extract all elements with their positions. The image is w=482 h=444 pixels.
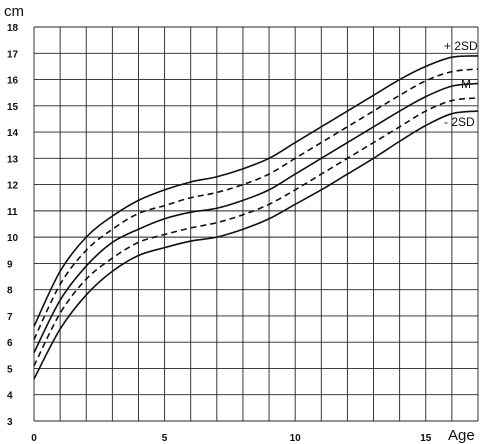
series-line-dashed-1 xyxy=(33,68,479,340)
curves xyxy=(33,55,479,380)
y-tick-label: 18 xyxy=(7,23,19,34)
series-line-2sd xyxy=(33,110,479,380)
y-axis-unit: cm xyxy=(4,3,24,20)
series-label: + 2SD xyxy=(444,39,478,53)
y-tick-label: 4 xyxy=(7,391,13,402)
y-tick-label: 12 xyxy=(7,181,19,192)
y-tick-label: 6 xyxy=(7,338,13,349)
y-tick-label: 15 xyxy=(7,102,19,113)
y-tick-label: 17 xyxy=(7,49,19,60)
x-tick-label: 10 xyxy=(290,433,302,444)
x-tick-label: 15 xyxy=(420,433,432,444)
y-tick-label: 8 xyxy=(7,286,13,297)
series-line-2sd xyxy=(33,55,479,327)
tick-labels: 3 4 5 6 7 8 9 10 11 12 13 14 15 16 17 18 0 5 10 15 xyxy=(7,23,432,444)
series-line-m xyxy=(33,82,479,354)
x-tick-label: 5 xyxy=(162,433,168,444)
series-label: M xyxy=(461,77,471,91)
y-tick-label: 3 xyxy=(7,417,13,428)
grid xyxy=(33,26,479,422)
y-tick-label: 5 xyxy=(7,364,13,375)
y-tick-label: 9 xyxy=(7,259,13,270)
y-tick-label: 14 xyxy=(7,128,19,139)
y-tick-label: 7 xyxy=(7,312,13,323)
y-tick-label: 10 xyxy=(7,233,19,244)
series-line-dashed-3 xyxy=(33,97,479,367)
y-tick-label: 16 xyxy=(7,76,19,87)
y-tick-label: 11 xyxy=(7,207,18,218)
x-axis-label: Age xyxy=(448,427,475,444)
x-tick-label: 0 xyxy=(31,433,37,444)
series-label: - 2SD xyxy=(444,115,475,129)
y-tick-label: 13 xyxy=(7,154,19,165)
curve-labels: + 2SD M - 2SD xyxy=(444,39,478,129)
